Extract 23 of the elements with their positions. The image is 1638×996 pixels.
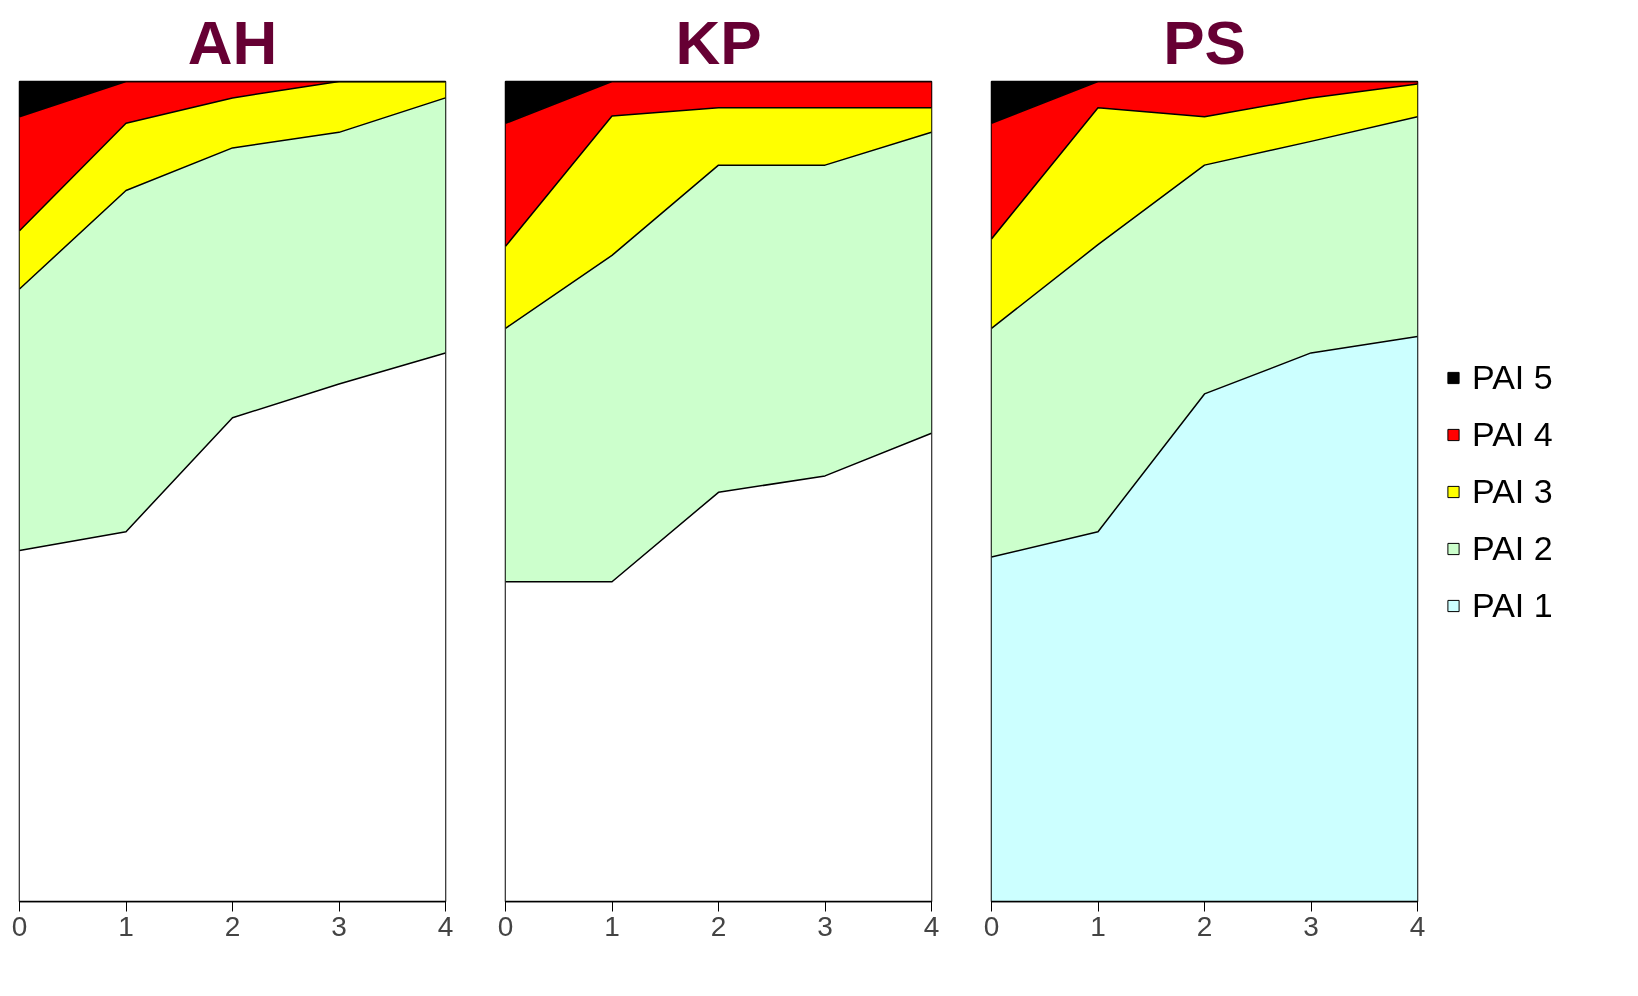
chart-title: PS	[1163, 7, 1246, 77]
x-tick-label: 1	[1090, 910, 1106, 942]
x-tick-label: 3	[331, 910, 347, 942]
x-tick-label: 0	[11, 910, 28, 942]
legend-label: PAI 2	[1472, 528, 1553, 568]
x-tick-label: 3	[1303, 910, 1319, 942]
x-tick-label: 3	[817, 910, 833, 942]
x-tick-label: 4	[1409, 910, 1426, 942]
legend-label: PAI 3	[1472, 471, 1553, 511]
x-tick-label: 2	[1196, 910, 1213, 942]
legend-label: PAI 5	[1472, 357, 1553, 397]
x-tick-label: 2	[710, 910, 727, 942]
legend-label: PAI 1	[1472, 585, 1553, 625]
x-tick-label: 4	[923, 910, 940, 942]
x-tick-label: 0	[497, 910, 514, 942]
x-tick-label: 0	[983, 910, 1000, 942]
x-tick-label: 2	[224, 910, 241, 942]
chart-title: AH	[187, 7, 278, 77]
legend-label: PAI 4	[1472, 414, 1553, 454]
x-tick-label: 1	[604, 910, 620, 942]
x-tick-label: 1	[118, 910, 134, 942]
chart-title: KP	[675, 7, 762, 77]
x-tick-label: 4	[437, 910, 454, 942]
